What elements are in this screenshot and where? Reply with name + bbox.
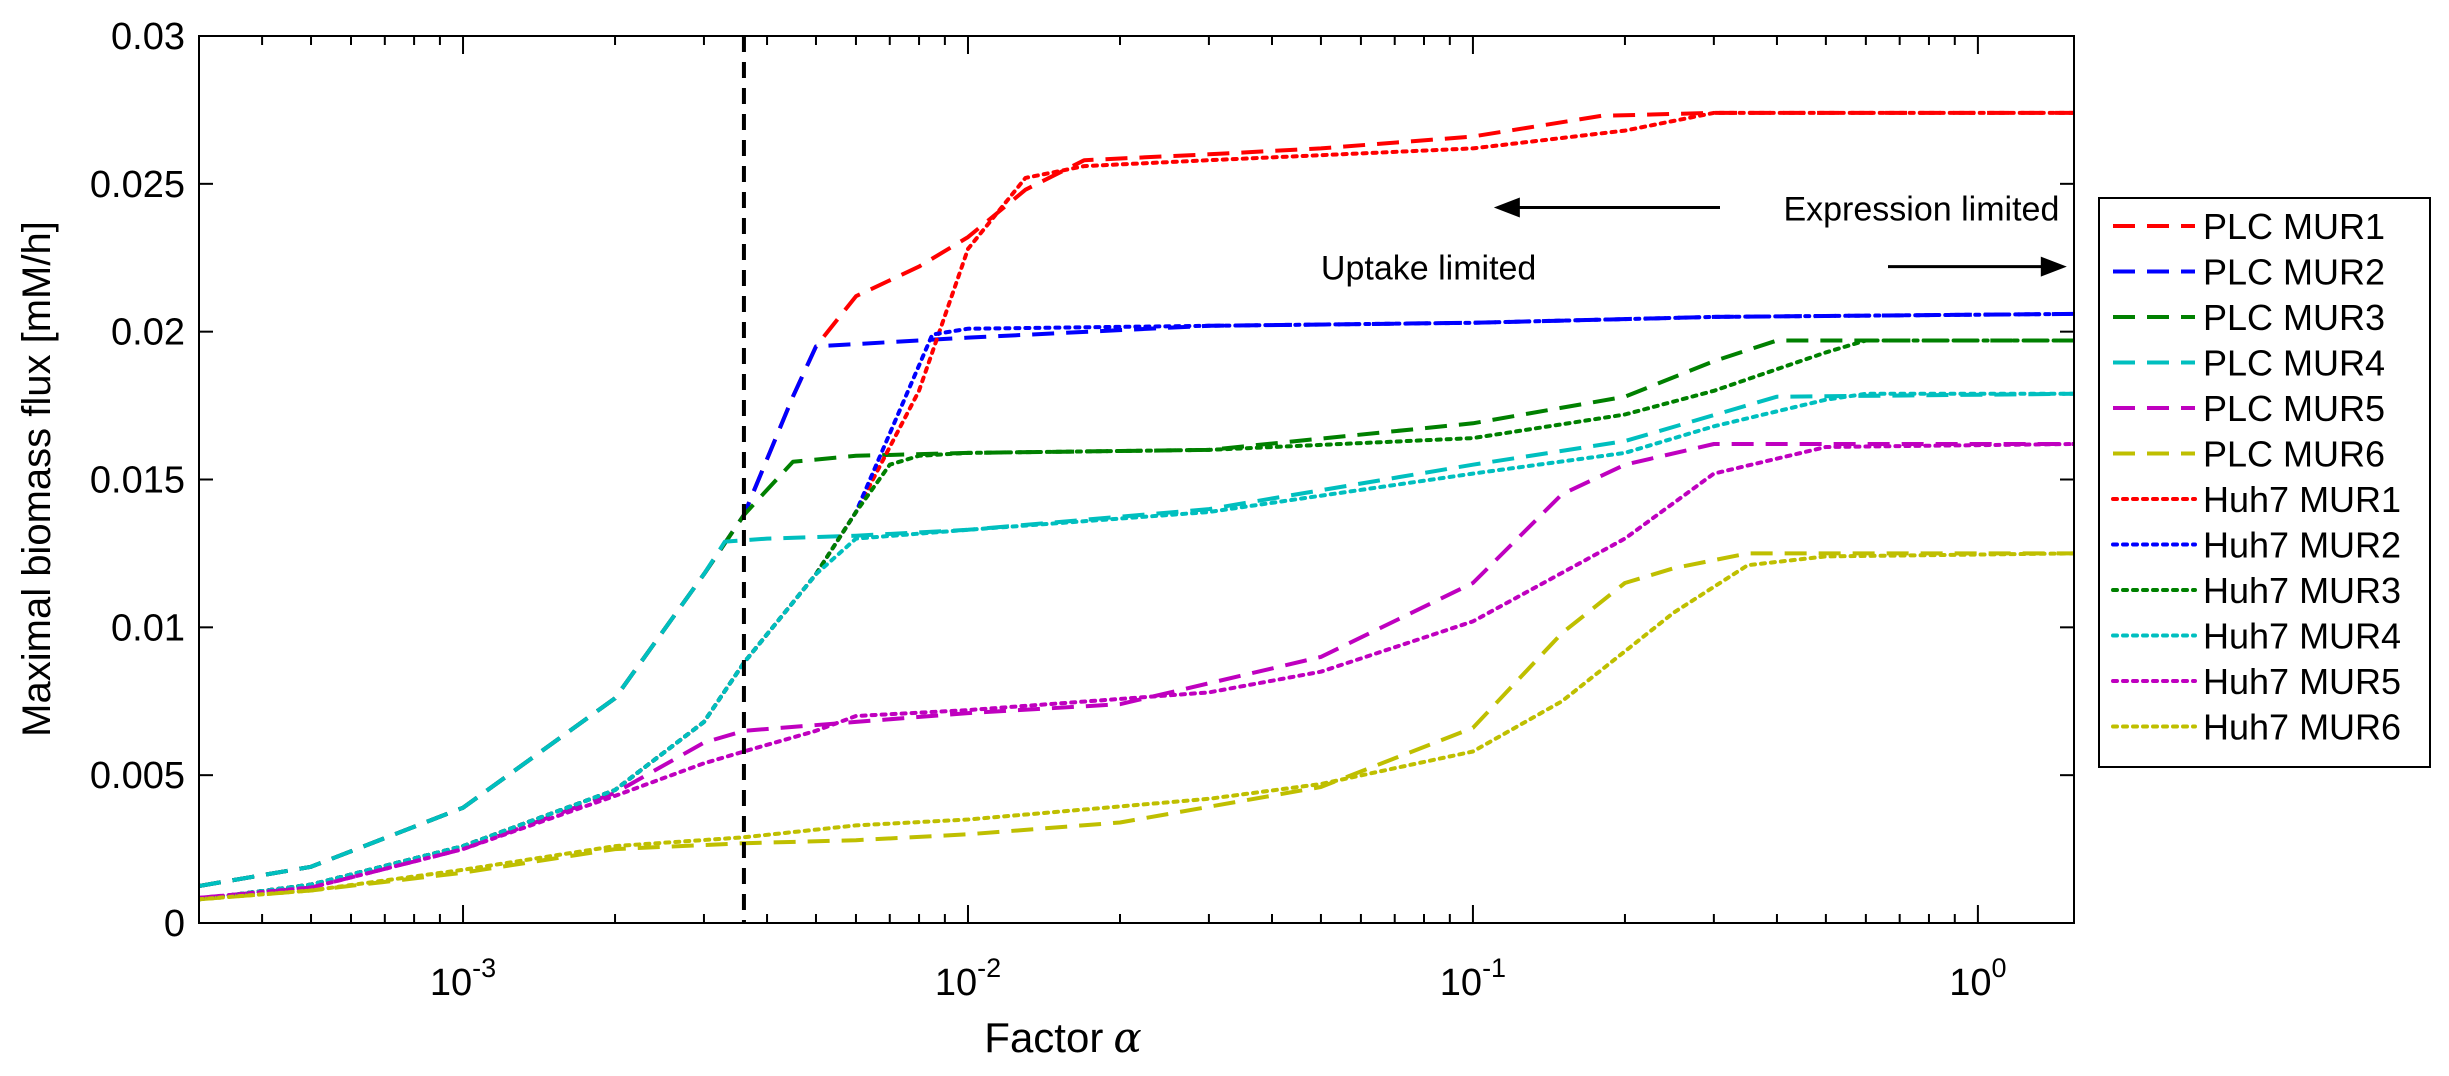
y-tick-label: 0.03 (111, 16, 185, 58)
annotation-layer: Expression limited Uptake limited (1321, 190, 2067, 288)
y-tick-label: 0.025 (90, 164, 185, 206)
series-line-7 (199, 110, 2074, 902)
legend-label-7: Huh7 MUR1 (2203, 479, 2401, 520)
annotation-expression-limited: Expression limited (1783, 190, 2059, 228)
arrowhead-expression-limited (1493, 197, 1520, 218)
legend-label-12: Huh7 MUR6 (2203, 707, 2401, 748)
legend-box (2098, 197, 2431, 768)
legend-label-6: PLC MUR6 (2203, 434, 2385, 475)
series-line-8 (199, 311, 2074, 902)
legend-label-5: PLC MUR5 (2203, 388, 2385, 429)
plot-content (199, 36, 2074, 923)
annotation-uptake-limited: Uptake limited (1321, 250, 1536, 288)
y-tick-label: 0.015 (90, 460, 185, 502)
x-axis-label: Factor α (984, 1013, 1141, 1062)
x-tick-label: 10-3 (430, 953, 496, 1004)
y-axis-label: Maximal biomass flux [mM/h] (15, 221, 59, 737)
legend-label-9: Huh7 MUR3 (2203, 570, 2401, 611)
series-line-3 (199, 338, 2074, 888)
legend-label-1: PLC MUR1 (2203, 206, 2385, 247)
axes-layer: 0 0.005 0.01 0.015 0.02 0.025 0.03 10-3 10-2 10-1… (90, 16, 2074, 1004)
y-tick-label: 0.01 (111, 607, 185, 649)
x-tick-label: 100 (1949, 953, 2006, 1004)
y-tick-label: 0.02 (111, 312, 185, 354)
y-tick-label: 0 (164, 903, 185, 945)
x-tick-label: 10-1 (1440, 953, 1506, 1004)
series-line-10 (199, 391, 2074, 902)
legend-label-4: PLC MUR4 (2203, 343, 2385, 384)
y-tick-label: 0.005 (90, 755, 185, 797)
legend-label-8: Huh7 MUR2 (2203, 525, 2401, 566)
legend-label-3: PLC MUR3 (2203, 297, 2385, 338)
series-line-4 (199, 391, 2074, 888)
legend-label-11: Huh7 MUR5 (2203, 661, 2401, 702)
series-line-12 (199, 551, 2074, 902)
x-tick-label: 10-2 (935, 953, 1001, 1004)
arrowhead-uptake limited (2040, 256, 2067, 277)
legend-label-2: PLC MUR2 (2203, 252, 2385, 293)
series-line-6 (199, 551, 2074, 902)
series-line-11 (199, 442, 2074, 900)
x-axis-label-text: Factor (984, 1014, 1103, 1061)
x-axis-label-symbol: α (1113, 1013, 1141, 1062)
legend-label-10: Huh7 MUR4 (2203, 616, 2401, 657)
